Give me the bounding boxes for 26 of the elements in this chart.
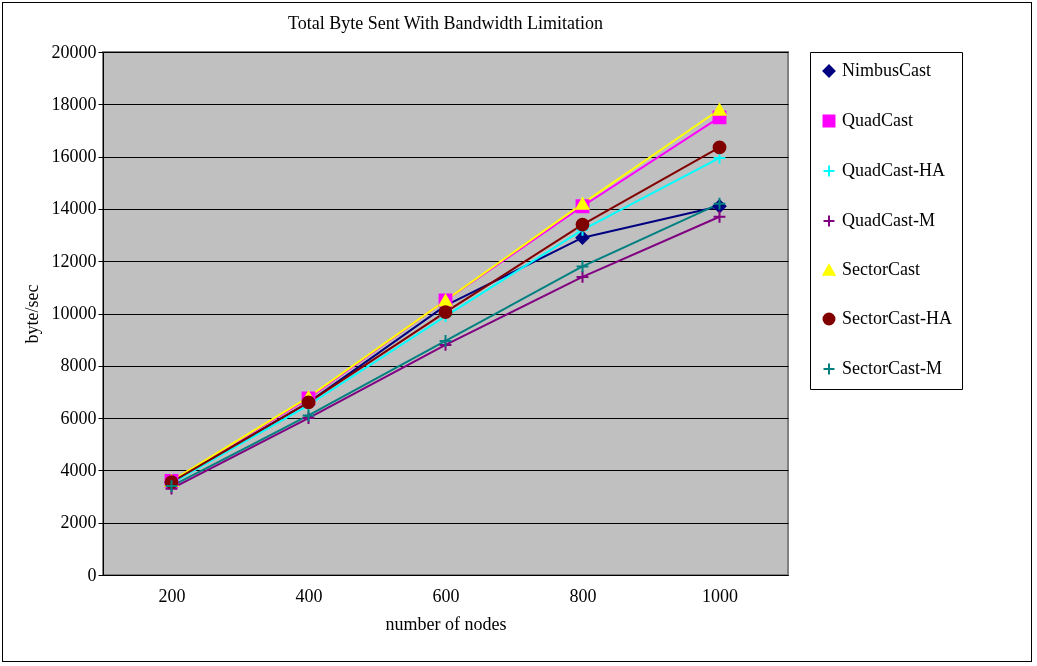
- x-axis-title: number of nodes: [385, 613, 507, 634]
- y-tick-label: 16000: [51, 146, 97, 167]
- y-tick-label: 12000: [51, 250, 97, 271]
- legend-label: QuadCast: [842, 110, 913, 130]
- legend-label: SectorCast-M: [842, 358, 942, 378]
- x-tick-label: 1000: [702, 585, 738, 606]
- y-tick-label: 2000: [60, 512, 97, 533]
- legend-label: QuadCast-HA: [842, 160, 945, 180]
- chart-title: Total Byte Sent With Bandwidth Limitation: [287, 13, 604, 33]
- y-tick-label: 10000: [51, 303, 97, 323]
- x-tick-label: 200: [158, 585, 186, 606]
- x-tick-label: 600: [432, 585, 460, 606]
- y-tick-label: 4000: [60, 459, 97, 480]
- legend-label: SectorCast: [842, 259, 920, 279]
- y-tick-label: 20000: [51, 41, 97, 62]
- x-tick-label: 400: [295, 585, 323, 606]
- legend-label: QuadCast-M: [842, 210, 935, 230]
- legend-label: NimbusCast: [842, 60, 932, 80]
- y-tick-label: 18000: [51, 93, 97, 114]
- x-tick-label: 800: [569, 585, 597, 606]
- y-tick-label: 0: [87, 564, 97, 585]
- y-tick-label: 14000: [51, 198, 97, 219]
- y-tick-label: 6000: [60, 407, 97, 428]
- y-tick-label: 8000: [60, 355, 97, 376]
- legend-label: SectorCast-HA: [842, 308, 952, 328]
- y-axis-title: byte/sec: [21, 284, 42, 344]
